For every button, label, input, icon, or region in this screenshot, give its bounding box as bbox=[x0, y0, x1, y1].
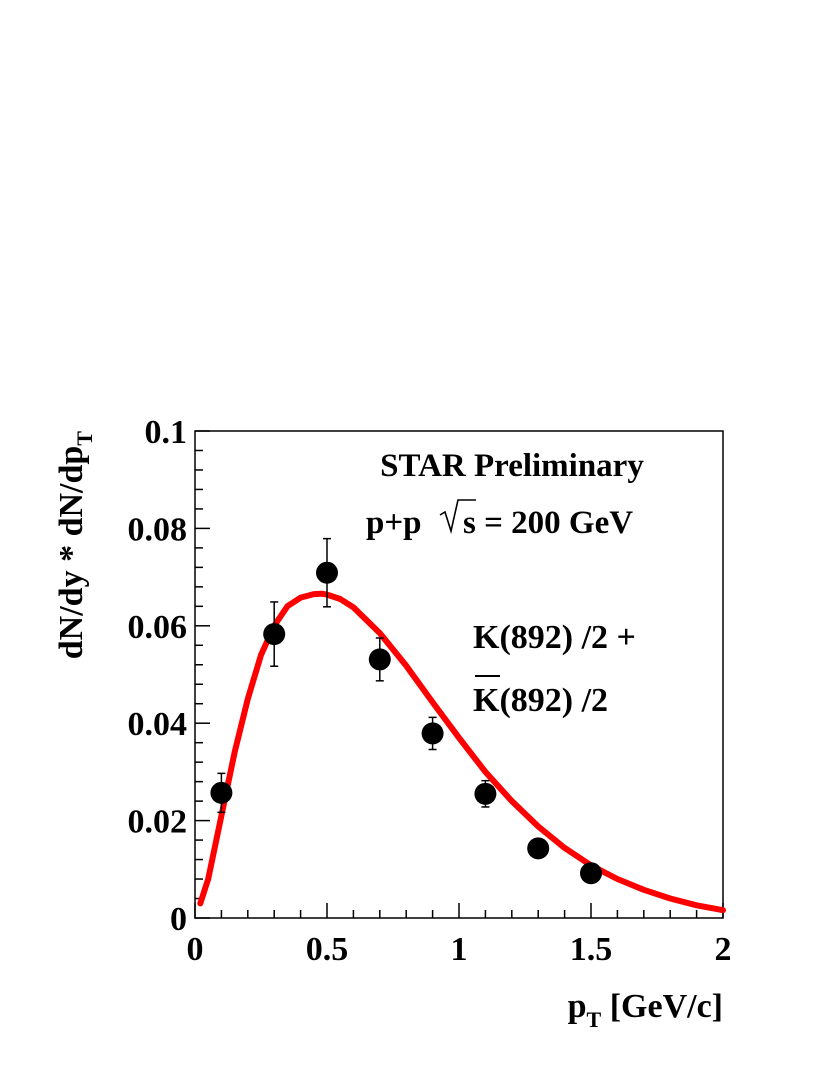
y-axis-label-main: dN/dy * dN/dp bbox=[53, 446, 90, 660]
data-marker bbox=[421, 722, 444, 745]
x-tick-label: 0 bbox=[187, 931, 204, 968]
data-point bbox=[527, 837, 550, 860]
axis-ticks bbox=[194, 430, 724, 919]
data-marker bbox=[474, 782, 497, 805]
y-tick-label: 0.06 bbox=[128, 609, 188, 646]
data-point bbox=[580, 862, 602, 885]
particle-label-line1: K(892) /2 + bbox=[473, 619, 636, 656]
fit-curve bbox=[197, 590, 726, 914]
x-axis-label: pT [GeV/c] bbox=[568, 988, 723, 1032]
data-marker bbox=[527, 837, 550, 860]
y-tick-label: 0.04 bbox=[128, 706, 188, 743]
data-point bbox=[368, 637, 391, 682]
x-tick-label: 1.5 bbox=[570, 931, 613, 968]
data-marker bbox=[316, 561, 338, 584]
data-point bbox=[210, 772, 233, 814]
x-tick-label: 2 bbox=[715, 931, 732, 968]
y-tick-label: 0.08 bbox=[128, 511, 188, 548]
y-tick-label: 0.1 bbox=[145, 414, 188, 451]
sqrt-icon bbox=[439, 499, 476, 535]
data-marker bbox=[580, 862, 602, 885]
data-point bbox=[263, 601, 286, 667]
data-points bbox=[210, 537, 602, 885]
x-axis-label-rest: [GeV/c] bbox=[601, 988, 723, 1025]
particle-label-line2: K(892) /2 bbox=[473, 682, 608, 719]
data-marker bbox=[210, 781, 233, 804]
y-axis-label-sub: T bbox=[72, 431, 97, 446]
system-label: p+p s = 200 GeV bbox=[366, 499, 633, 541]
data-marker bbox=[263, 623, 286, 646]
plot-frame bbox=[194, 430, 724, 919]
tick-labels: 0 0.5 1 1.5 2 0 0.02 0.04 0.06 0.08 0.1 bbox=[128, 414, 732, 968]
energy-text: s = 200 GeV bbox=[463, 505, 633, 541]
x-axis-label-main: p bbox=[568, 988, 587, 1025]
data-point bbox=[474, 779, 497, 808]
x-tick-label: 0.5 bbox=[306, 931, 349, 968]
x-axis-label-sub: T bbox=[587, 1007, 602, 1032]
x-tick-label: 1 bbox=[451, 931, 468, 968]
y-tick-label: 0.02 bbox=[128, 804, 188, 841]
data-point bbox=[316, 537, 338, 608]
system-prefix: p+p bbox=[366, 505, 422, 541]
y-tick-label: 0 bbox=[170, 901, 187, 938]
y-axis-label: dN/dy * dN/dpT bbox=[53, 431, 97, 660]
data-marker bbox=[368, 648, 391, 671]
data-point bbox=[421, 716, 444, 751]
experiment-label: STAR Preliminary bbox=[380, 448, 644, 484]
